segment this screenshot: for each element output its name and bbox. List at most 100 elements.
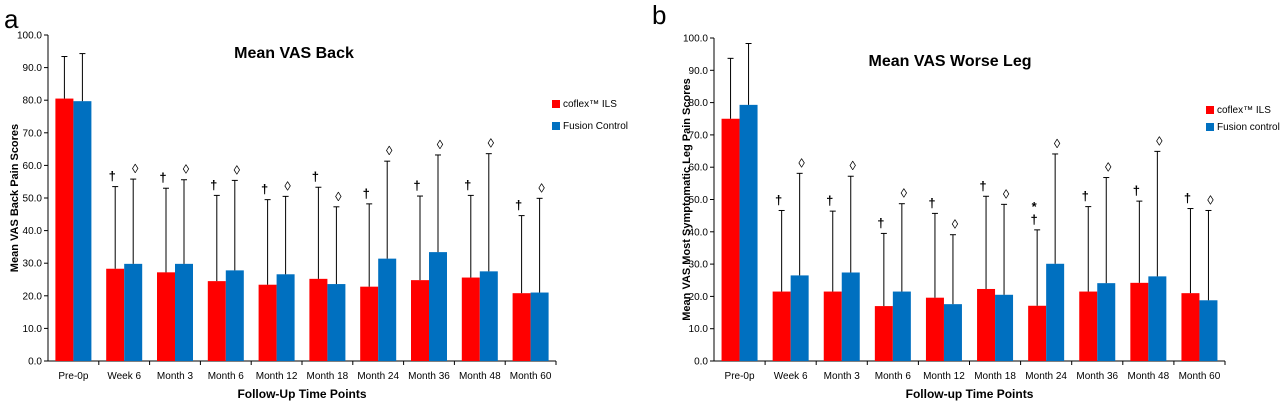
x-tick-label: Month 12 (256, 371, 298, 382)
dagger-marker: † (159, 170, 166, 185)
chart-title: Mean VAS Worse Leg (869, 53, 1032, 70)
x-tick-label: Month 48 (1127, 371, 1169, 382)
bar-coflex (461, 277, 480, 361)
x-tick-label: Month 3 (157, 371, 194, 382)
x-tick-label: Month 3 (824, 371, 861, 382)
legend-label: Fusion control (1217, 122, 1280, 133)
y-tick-label: 60.0 (23, 161, 43, 172)
diamond-marker: ◊ (1003, 186, 1010, 201)
x-tick-label: Month 36 (1076, 371, 1118, 382)
bar-fusion (841, 272, 860, 361)
y-tick-label: 70.0 (689, 130, 709, 141)
x-axis-label: Follow-up Time Points (906, 387, 1034, 401)
dagger-marker: † (363, 186, 370, 201)
bar-fusion (739, 104, 758, 362)
bar-coflex (1130, 282, 1149, 361)
bar-fusion (276, 274, 295, 361)
y-tick-label: 0.0 (694, 357, 708, 368)
dagger-marker: † (210, 177, 217, 192)
y-tick-label: 50.0 (689, 195, 709, 206)
bar-coflex (411, 280, 429, 361)
legend-swatch (1206, 106, 1214, 114)
diamond-marker: ◊ (901, 186, 908, 201)
x-tick-label: Month 6 (208, 371, 245, 382)
bar-coflex (1181, 293, 1200, 361)
y-tick-label: 10.0 (689, 324, 709, 335)
legend-label: Fusion Control (563, 121, 628, 132)
bar-coflex (207, 281, 226, 361)
diamond-marker: ◊ (132, 161, 139, 176)
dagger-marker: † (877, 215, 884, 230)
dagger-marker: † (1184, 191, 1191, 206)
y-tick-label: 20.0 (689, 292, 709, 303)
y-tick-label: 60.0 (689, 163, 709, 174)
bar-fusion (73, 101, 92, 361)
chart-panel-b: b Mean VAS Worse Leg Mean VAS Most Symptom… (652, 0, 1280, 401)
diamond-marker: ◊ (386, 143, 393, 158)
bar-coflex (106, 268, 125, 361)
bar-fusion (124, 263, 143, 361)
chart-panel-a: a Mean VAS Back Mean VAS Back Pain Scores F… (4, 4, 628, 401)
y-tick-label: 100.0 (683, 34, 708, 45)
diamond-marker: ◊ (335, 189, 342, 204)
bar-fusion (995, 294, 1014, 361)
bar-fusion (1097, 283, 1116, 361)
bar-coflex (772, 291, 791, 361)
dagger-marker: † (775, 192, 782, 207)
diamond-marker: ◊ (798, 155, 805, 170)
dagger-marker: † (515, 198, 522, 213)
legend-swatch (1206, 123, 1214, 131)
bar-fusion (429, 252, 447, 361)
diamond-marker: ◊ (850, 158, 857, 173)
dagger-marker: † (928, 195, 935, 210)
y-tick-label: 80.0 (23, 96, 43, 107)
dagger-marker: † (979, 178, 986, 193)
bar-fusion (479, 271, 498, 361)
bar-coflex (55, 98, 74, 361)
bar-fusion (327, 284, 346, 361)
legend-label: coflex™ ILS (1217, 105, 1271, 116)
x-tick-label: Week 6 (107, 371, 141, 382)
y-tick-label: 0.0 (28, 357, 42, 368)
bar-coflex (823, 291, 842, 361)
y-tick-label: 100.0 (17, 31, 42, 42)
y-tick-label: 40.0 (23, 226, 43, 237)
bar-coflex (874, 306, 893, 361)
x-tick-label: Pre-0p (725, 371, 755, 382)
legend-label: coflex™ ILS (563, 99, 617, 110)
legend-swatch (552, 100, 560, 108)
diamond-marker: ◊ (1054, 136, 1061, 151)
diamond-marker: ◊ (1207, 192, 1214, 207)
dagger-marker: † (826, 193, 833, 208)
diamond-marker: ◊ (284, 178, 291, 193)
dagger-marker: † (312, 169, 319, 184)
diamond-marker: ◊ (1105, 160, 1112, 175)
bar-coflex (309, 278, 328, 361)
bar-coflex (512, 293, 531, 361)
y-tick-label: 20.0 (23, 291, 43, 302)
x-tick-label: Month 6 (875, 371, 912, 382)
x-tick-label: Month 24 (357, 371, 399, 382)
dagger-marker: † (413, 178, 420, 193)
y-tick-label: 40.0 (689, 227, 709, 238)
panel-label: a (4, 4, 19, 34)
y-tick-label: 90.0 (23, 63, 43, 74)
bar-coflex (360, 286, 379, 361)
diamond-marker: ◊ (183, 162, 190, 177)
dagger-marker: † (1031, 212, 1038, 227)
dagger-marker: * (1032, 199, 1038, 214)
y-tick-label: 30.0 (23, 259, 43, 270)
panel-label: b (652, 0, 666, 30)
x-tick-label: Month 24 (1025, 371, 1067, 382)
diamond-marker: ◊ (488, 136, 495, 151)
bar-fusion (790, 275, 809, 361)
diamond-marker: ◊ (952, 217, 959, 232)
y-tick-label: 10.0 (23, 324, 43, 335)
bar-fusion (943, 304, 962, 361)
bar-fusion (175, 263, 193, 361)
bar-fusion (892, 291, 911, 361)
x-tick-label: Month 48 (459, 371, 501, 382)
dagger-marker: † (261, 182, 268, 197)
dagger-marker: † (1133, 183, 1140, 198)
dagger-marker: † (109, 169, 116, 184)
